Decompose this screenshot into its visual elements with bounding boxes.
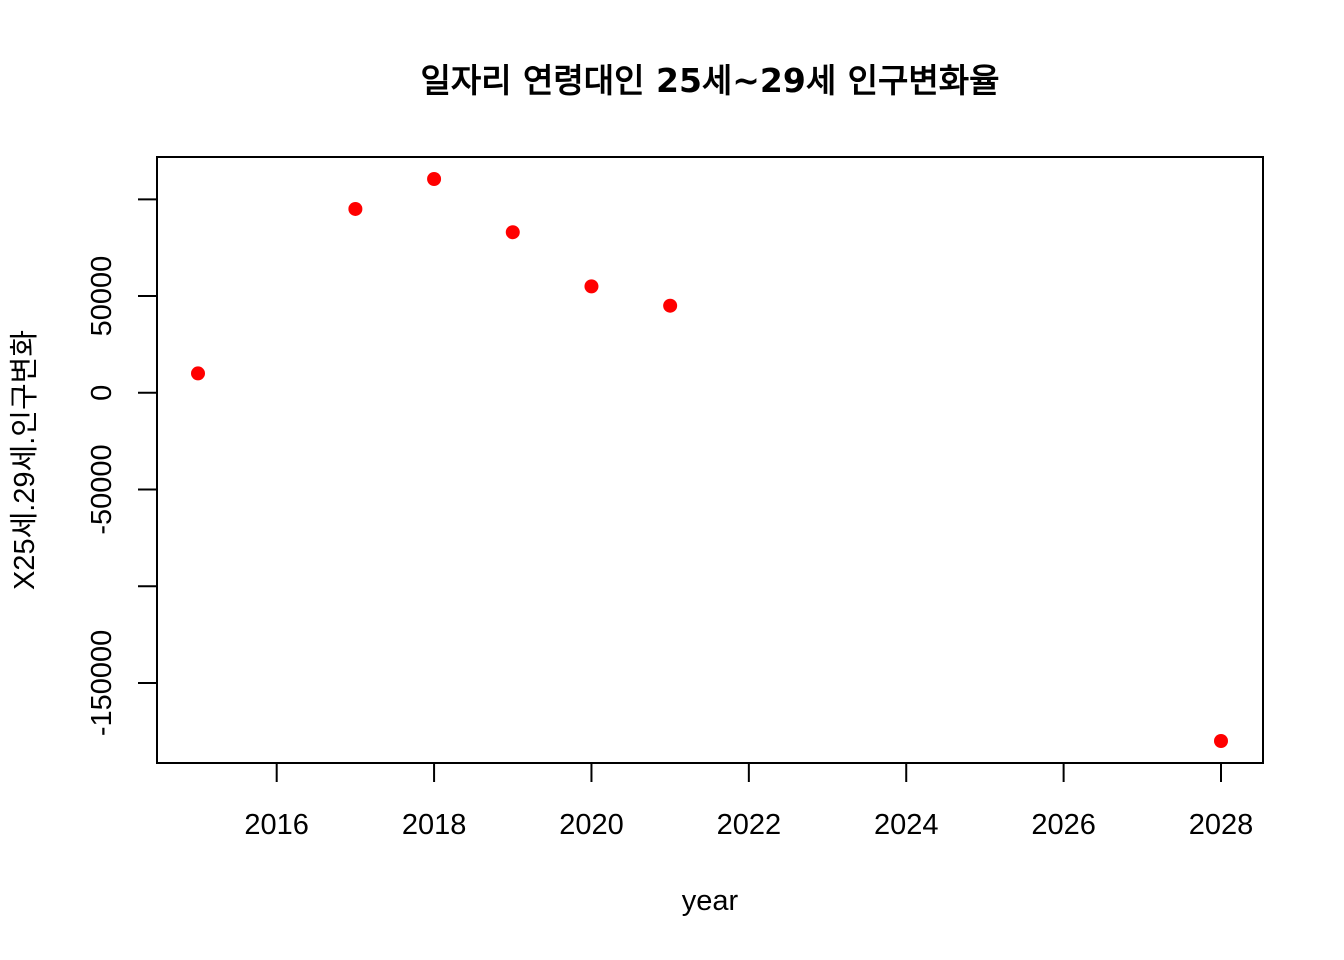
y-axis: -150000 -50000 0 50000 bbox=[86, 198, 157, 736]
x-tick-label: 2018 bbox=[402, 809, 467, 841]
data-point bbox=[1214, 734, 1228, 748]
y-tick-label: 50000 bbox=[86, 256, 118, 337]
x-axis: 2016 2018 2020 2022 2024 2026 2028 bbox=[244, 763, 1253, 841]
y-tick-label: -50000 bbox=[86, 444, 118, 534]
data-point bbox=[584, 279, 599, 294]
data-point bbox=[348, 201, 363, 216]
y-tick-label: 0 bbox=[86, 385, 118, 401]
data-point bbox=[505, 225, 520, 240]
y-axis-label: X25세.29세.인구변화 bbox=[9, 330, 41, 590]
data-point bbox=[663, 298, 678, 313]
plot-frame bbox=[156, 156, 1264, 764]
x-axis-label: year bbox=[682, 885, 739, 917]
x-tick-label: 2020 bbox=[559, 809, 624, 841]
x-tick-label: 2026 bbox=[1031, 809, 1096, 841]
x-tick-label: 2024 bbox=[874, 809, 939, 841]
chart-title: 일자리 연령대인 25세~29세 인구변화율 bbox=[420, 61, 999, 100]
data-point bbox=[191, 366, 205, 381]
x-tick-label: 2022 bbox=[717, 809, 782, 841]
data-point bbox=[427, 172, 442, 186]
data-points bbox=[191, 172, 1228, 748]
x-tick-label: 2028 bbox=[1189, 809, 1254, 841]
y-tick-label: -150000 bbox=[86, 630, 118, 736]
x-tick-label: 2016 bbox=[244, 809, 309, 841]
